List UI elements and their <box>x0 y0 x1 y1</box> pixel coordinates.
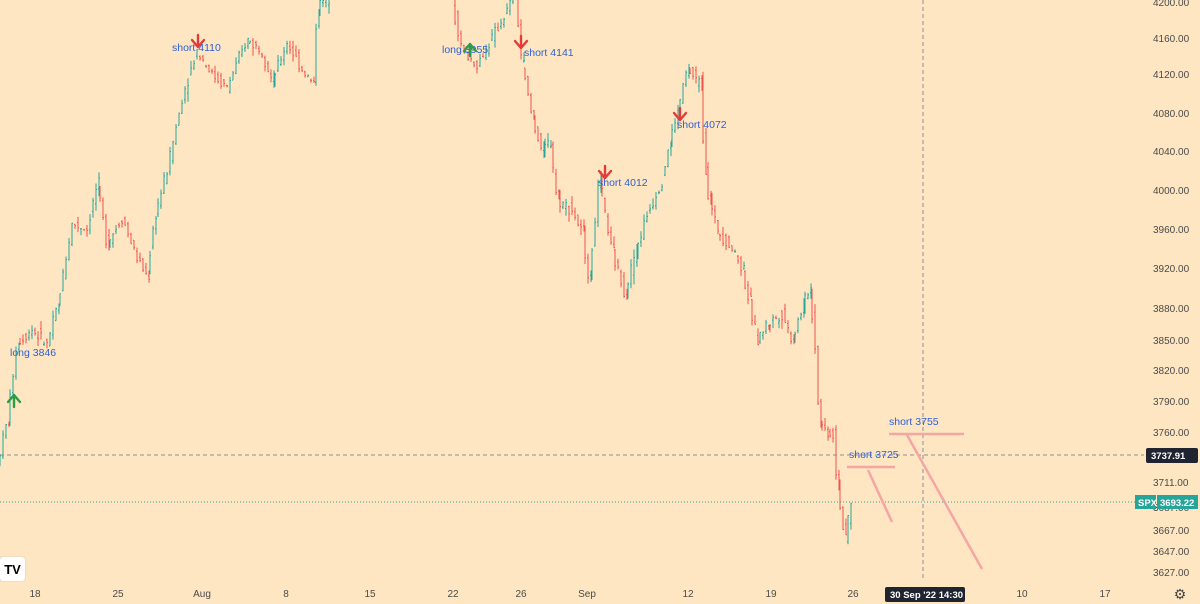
crosshair-price-text: 3737.91 <box>1151 451 1186 462</box>
x-tick-label: 10 <box>1016 589 1028 600</box>
trade-annotation[interactable]: short 4012 <box>598 177 648 189</box>
crosshair-date-text: 30 Sep '22 14:30 <box>890 590 963 601</box>
last-price-text: 3693.22 <box>1160 498 1194 509</box>
long-arrow-icon <box>6 393 22 409</box>
trade-annotation[interactable]: short 4141 <box>524 47 574 59</box>
crosshair-price-badge <box>1146 448 1198 463</box>
x-tick-label: 15 <box>364 589 376 600</box>
short-arrow-icon <box>513 34 529 50</box>
y-tick-label: 3627.00 <box>1153 568 1190 579</box>
x-tick-label: Aug <box>193 589 211 600</box>
short-arrow-icon <box>672 106 688 122</box>
trade-annotation[interactable]: short 3755 <box>889 416 939 428</box>
y-tick-label: 4040.00 <box>1153 147 1190 158</box>
y-tick-label: 3790.00 <box>1153 397 1190 408</box>
short-arrow-icon <box>597 164 613 180</box>
trade-annotation[interactable]: short 3725 <box>849 449 899 461</box>
y-tick-label: 3960.00 <box>1153 225 1190 236</box>
y-tick-label: 4200.00 <box>1153 0 1190 9</box>
y-tick-label: 3820.00 <box>1153 366 1190 377</box>
x-tick-label: 22 <box>447 589 459 600</box>
x-tick-label: 8 <box>283 589 289 600</box>
crosshair-date-badge <box>885 587 965 602</box>
y-tick-label: 4000.00 <box>1153 186 1190 197</box>
y-tick-label: 3647.00 <box>1153 547 1190 558</box>
x-tick-label: 26 <box>515 589 527 600</box>
trade-annotation[interactable]: short 4110 <box>172 42 221 54</box>
trade-annotation[interactable]: long 3846 <box>10 347 56 359</box>
y-tick-label: 3711.00 <box>1153 478 1189 489</box>
x-tick-label: Sep <box>578 589 596 600</box>
trend-line-drawing[interactable] <box>866 469 894 523</box>
x-tick-label: 18 <box>29 589 41 600</box>
y-tick-label: 4120.00 <box>1153 70 1190 81</box>
tradingview-logo[interactable]: TV <box>0 557 25 581</box>
x-tick-label: 25 <box>112 589 124 600</box>
short-arrow-icon <box>190 33 206 49</box>
trade-annotation[interactable]: short 4072 <box>677 119 727 131</box>
x-tick-label: 17 <box>1099 589 1111 600</box>
trend-line-drawing[interactable] <box>905 434 984 570</box>
y-tick-label: 3880.00 <box>1153 304 1190 315</box>
gear-icon[interactable]: ⚙ <box>1173 586 1187 602</box>
y-tick-label: 4080.00 <box>1153 109 1190 120</box>
x-tick-label: 12 <box>682 589 694 600</box>
y-tick-label: 3850.00 <box>1153 336 1190 347</box>
long-arrow-icon <box>462 42 478 58</box>
symbol-badge <box>1135 495 1156 509</box>
symbol-text: SPX <box>1138 498 1158 509</box>
y-tick-label: 3920.00 <box>1153 264 1190 275</box>
y-tick-label: 4160.00 <box>1153 34 1190 45</box>
y-tick-label: 3667.00 <box>1153 526 1190 537</box>
last-price-badge <box>1157 495 1198 509</box>
x-tick-label: 19 <box>765 589 777 600</box>
y-tick-label: 3760.00 <box>1153 428 1190 439</box>
x-tick-label: 26 <box>847 589 859 600</box>
